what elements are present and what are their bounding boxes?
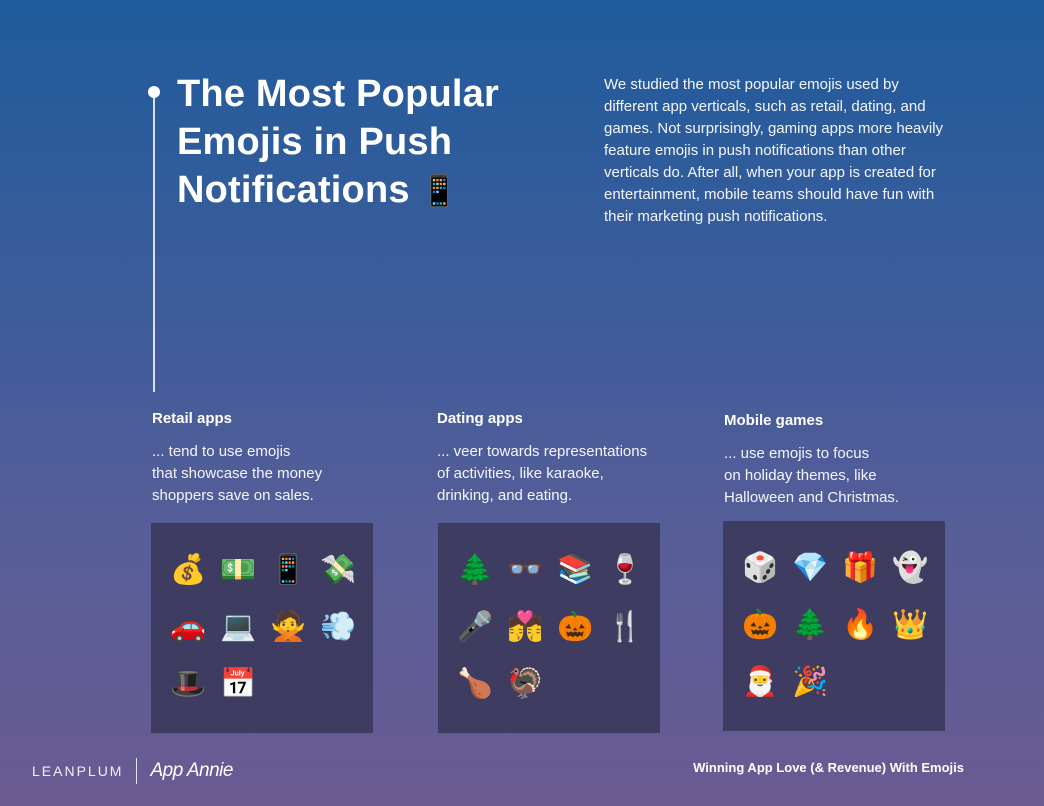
- top-hat-icon: 🎩: [169, 666, 207, 700]
- title-line-3: Notifications: [177, 169, 410, 211]
- section-title: Retail apps: [152, 410, 233, 427]
- section-games: Mobile games ... use emojis to focus on …: [724, 412, 964, 509]
- evergreen-tree-icon: 🌲: [791, 607, 829, 641]
- app-annie-logo: App Annie: [150, 760, 233, 781]
- turkey-icon: 🦃: [506, 666, 544, 700]
- description-line: of activities, like karaoke,: [437, 465, 604, 482]
- description-line: drinking, and eating.: [437, 487, 573, 504]
- logo-divider: [136, 758, 138, 784]
- timeline-dot: [148, 86, 160, 98]
- emoji-panel-games: 🎲 💎 🎁 👻 🎃 🌲 🔥 👑 🎅 🎉: [723, 521, 945, 731]
- laptop-icon: 💻: [219, 609, 257, 643]
- no-gesture-icon: 🙅: [269, 609, 307, 643]
- title-line-1: The Most Popular: [177, 73, 499, 115]
- money-with-wings-icon: 💸: [319, 552, 357, 586]
- poultry-leg-icon: 🍗: [456, 666, 494, 700]
- calendar-icon: 📅: [219, 666, 257, 700]
- mobile-phone-icon: 📱: [420, 174, 459, 208]
- money-bag-icon: 💰: [169, 552, 207, 586]
- leanplum-logo: LEANPLUM: [32, 763, 124, 779]
- crown-icon: 👑: [891, 607, 929, 641]
- die-icon: 🎲: [741, 550, 779, 584]
- wine-glass-icon: 🍷: [606, 552, 644, 586]
- timeline-line: [153, 92, 155, 392]
- car-icon: 🚗: [169, 609, 207, 643]
- section-description: ... tend to use emojis that showcase the…: [152, 441, 392, 507]
- santa-icon: 🎅: [741, 664, 779, 698]
- dash-icon: 💨: [319, 609, 357, 643]
- intro-paragraph: We studied the most popular emojis used …: [604, 76, 944, 225]
- section-description: ... use emojis to focus on holiday theme…: [724, 443, 964, 509]
- books-icon: 📚: [556, 552, 594, 586]
- description-line: shoppers save on sales.: [152, 487, 314, 504]
- emoji-panel-retail: 💰 💵 📱 💸 🚗 💻 🙅 💨 🎩 📅: [151, 523, 373, 733]
- description-line: ... tend to use emojis: [152, 443, 291, 460]
- evergreen-tree-icon: 🌲: [456, 552, 494, 586]
- footer-logos: LEANPLUM App Annie: [32, 758, 233, 784]
- glasses-icon: 👓: [506, 552, 544, 586]
- section-title: Dating apps: [437, 410, 523, 427]
- description-line: on holiday themes, like: [724, 467, 877, 484]
- section-description: ... veer towards representations of acti…: [437, 441, 677, 507]
- description-line: Halloween and Christmas.: [724, 489, 900, 506]
- description-line: that showcase the money: [152, 465, 323, 482]
- party-popper-icon: 🎉: [791, 664, 829, 698]
- page-title: The Most Popular Emojis in Push Notifica…: [177, 70, 557, 216]
- title-line-2: Emojis in Push: [177, 121, 453, 163]
- dollar-bills-icon: 💵: [219, 552, 257, 586]
- section-dating: Dating apps ... veer towards representat…: [437, 410, 677, 507]
- microphone-icon: 🎤: [456, 609, 494, 643]
- fire-icon: 🔥: [841, 607, 879, 641]
- mobile-phone-icon: 📱: [269, 552, 307, 586]
- kiss-couple-icon: 💏: [506, 609, 544, 643]
- ghost-icon: 👻: [891, 550, 929, 584]
- description-line: ... veer towards representations: [437, 443, 648, 460]
- section-retail: Retail apps ... tend to use emojis that …: [152, 410, 392, 507]
- emoji-panel-dating: 🌲 👓 📚 🍷 🎤 💏 🎃 🍴 🍗 🦃: [438, 523, 660, 733]
- footer-document-title: Winning App Love (& Revenue) With Emojis: [693, 760, 964, 775]
- gift-icon: 🎁: [841, 550, 879, 584]
- fork-and-knife-icon: 🍴: [606, 609, 644, 643]
- section-title: Mobile games: [724, 412, 824, 429]
- description-line: ... use emojis to focus: [724, 445, 870, 462]
- gem-icon: 💎: [791, 550, 829, 584]
- jack-o-lantern-icon: 🎃: [741, 607, 779, 641]
- jack-o-lantern-icon: 🎃: [556, 609, 594, 643]
